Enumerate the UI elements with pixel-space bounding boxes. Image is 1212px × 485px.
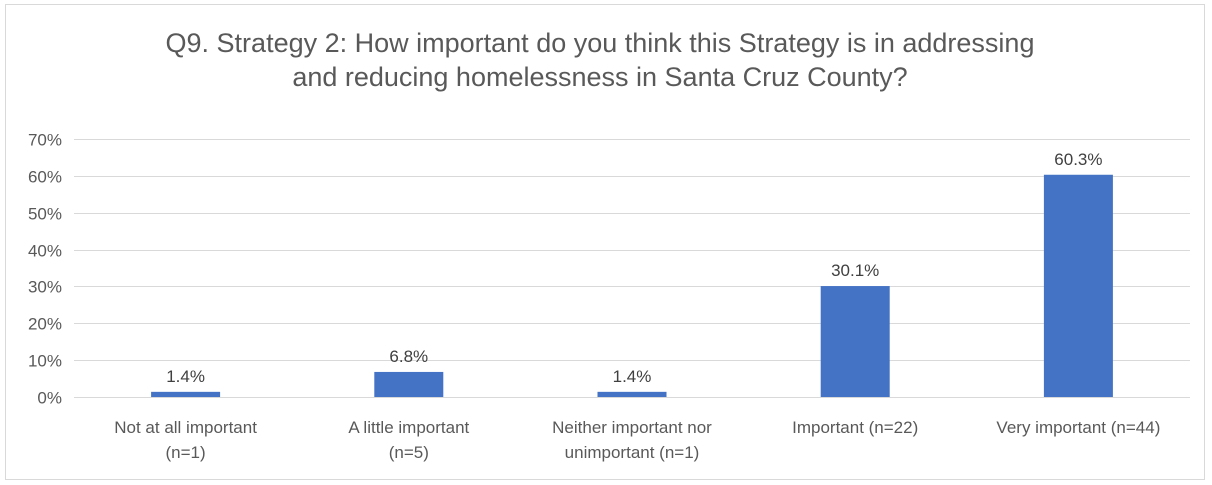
- y-tick-label: 20%: [28, 315, 62, 334]
- y-axis-ticks: 0% 10% 20% 30% 40% 50% 60% 70%: [28, 131, 62, 408]
- category-labels: Not at all important (n=1) A little import…: [114, 418, 1160, 462]
- data-label: 30.1%: [831, 261, 879, 280]
- bar: [151, 391, 221, 397]
- category-label: Very important (n=44): [996, 418, 1160, 437]
- chart-title-line-2: and reducing homelessness in Santa Cruz …: [292, 62, 908, 92]
- category-label: A little important (n=5): [348, 418, 469, 462]
- category-label: Neither important nor unimportant (n=1): [552, 418, 712, 462]
- category-label-line: Not at all important: [114, 418, 257, 437]
- gridlines: [74, 139, 1190, 398]
- chart-title: Q9. Strategy 2: How important do you thi…: [100, 26, 1100, 94]
- bar: [1043, 174, 1113, 397]
- category-label: Important (n=22): [792, 418, 918, 437]
- data-label: 1.4%: [613, 367, 652, 386]
- y-tick-label: 30%: [28, 278, 62, 297]
- category-label-line: Important (n=22): [792, 418, 918, 437]
- chart-title-line-1: Q9. Strategy 2: How important do you thi…: [165, 28, 1035, 58]
- category-label: Not at all important (n=1): [114, 418, 257, 462]
- bars: [151, 174, 1113, 397]
- category-label-line: unimportant (n=1): [565, 443, 700, 462]
- category-label-line: A little important: [348, 418, 469, 437]
- y-tick-label: 0%: [37, 389, 62, 408]
- category-label-line: Neither important nor: [552, 418, 712, 437]
- category-label-line: (n=1): [166, 443, 206, 462]
- y-tick-label: 70%: [28, 131, 62, 150]
- data-label: 6.8%: [389, 347, 428, 366]
- bar: [597, 391, 667, 397]
- y-tick-label: 60%: [28, 168, 62, 187]
- y-tick-label: 10%: [28, 352, 62, 371]
- y-tick-label: 40%: [28, 242, 62, 261]
- y-tick-label: 50%: [28, 205, 62, 224]
- chart-frame: [5, 4, 1205, 480]
- category-label-line: Very important (n=44): [996, 418, 1160, 437]
- data-label: 60.3%: [1054, 150, 1102, 169]
- category-label-line: (n=5): [389, 443, 429, 462]
- bar: [374, 371, 444, 397]
- data-label: 1.4%: [166, 367, 205, 386]
- bar: [820, 286, 890, 397]
- data-labels: 1.4% 6.8% 1.4% 30.1% 60.3%: [166, 150, 1102, 386]
